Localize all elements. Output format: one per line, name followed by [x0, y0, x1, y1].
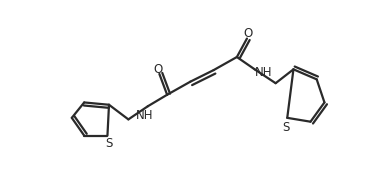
Text: NH: NH: [255, 66, 273, 79]
Text: O: O: [244, 27, 253, 40]
Text: NH: NH: [136, 109, 153, 122]
Text: S: S: [282, 121, 290, 134]
Text: S: S: [105, 137, 113, 150]
Text: O: O: [153, 63, 162, 76]
